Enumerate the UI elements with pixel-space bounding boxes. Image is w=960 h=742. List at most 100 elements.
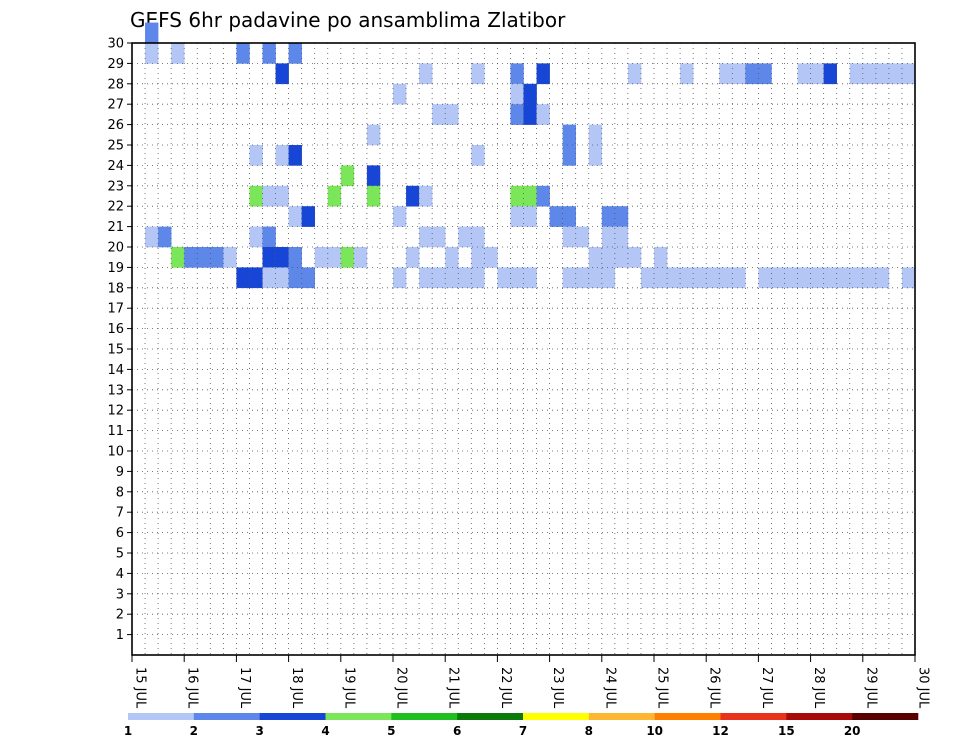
heatmap-cell — [275, 63, 289, 85]
heatmap-cell — [758, 267, 772, 289]
heatmap-cell — [249, 145, 263, 166]
heatmap-cell — [901, 63, 916, 85]
heatmap-cell — [249, 185, 263, 207]
colorbar-label: 6 — [453, 724, 461, 738]
x-tick-label: 15 JUL — [133, 667, 148, 709]
heatmap-cell — [458, 226, 472, 248]
heatmap-cell — [601, 226, 616, 248]
colorbar-label: 12 — [712, 724, 729, 738]
heatmap-cell — [484, 247, 498, 268]
colorbar-swatch — [523, 713, 590, 720]
heatmap-cell — [419, 185, 433, 207]
heatmap-cell — [145, 43, 159, 64]
heatmap-cell — [327, 247, 342, 268]
heatmap-cell — [654, 267, 668, 289]
colorbar-label: 20 — [844, 724, 861, 738]
heatmap-cell — [393, 206, 407, 227]
heatmap-cell — [849, 63, 864, 85]
heatmap-cell — [758, 63, 772, 85]
heatmap-cell — [366, 124, 381, 146]
y-tick-label: 11 — [107, 424, 124, 439]
heatmap-cell — [575, 267, 590, 289]
heatmap-cell — [432, 267, 446, 289]
heatmap-cell — [419, 267, 433, 289]
heatmap-cell — [562, 226, 576, 248]
heatmap-cell — [249, 226, 263, 248]
grid — [132, 43, 915, 655]
heatmap-cell — [667, 267, 681, 289]
heatmap-cell — [614, 247, 629, 268]
heatmap-cell — [810, 63, 824, 85]
heatmap-cell — [745, 63, 759, 85]
colorbar-swatch — [193, 713, 260, 720]
colorbar-label: 7 — [519, 724, 527, 738]
colorbar-swatch — [457, 713, 524, 720]
heatmap-cell — [497, 267, 511, 289]
heatmap-cell — [288, 267, 302, 289]
colorbar-swatch — [720, 713, 787, 720]
colorbar-swatch — [259, 713, 326, 720]
heatmap-cell — [836, 267, 851, 289]
heatmap-cell — [406, 247, 420, 268]
heatmap-cell — [823, 267, 837, 289]
heatmap-cell — [680, 63, 694, 85]
heatmap-cell — [706, 267, 720, 289]
heatmap-cell — [614, 206, 629, 227]
colorbar-swatch — [391, 713, 458, 720]
heatmap-cell — [523, 267, 537, 289]
y-tick-label: 12 — [107, 404, 124, 419]
y-tick-label: 1 — [116, 628, 124, 643]
heatmap-cell — [445, 247, 459, 268]
heatmap-cell — [432, 226, 446, 248]
y-tick-label: 20 — [107, 241, 124, 256]
heatmap-cell — [236, 267, 250, 289]
y-tick-label: 29 — [107, 57, 124, 72]
heatmap-cell — [158, 226, 172, 248]
heatmap-cell — [510, 267, 524, 289]
heatmap-cell — [275, 247, 289, 268]
heatmap-cell — [210, 247, 224, 268]
colorbar-label: 1 — [124, 724, 132, 738]
heatmap-cell — [510, 83, 524, 105]
heatmap-cell — [471, 267, 485, 289]
heatmap-cell — [419, 226, 433, 248]
heatmap-cell — [445, 104, 459, 125]
y-tick-label: 24 — [107, 159, 124, 174]
y-tick-label: 21 — [107, 220, 124, 235]
heatmap-cell — [262, 267, 276, 289]
y-tick-label: 25 — [107, 139, 124, 154]
x-tick-label: 17 JUL — [237, 667, 252, 709]
heatmap-cell — [562, 267, 576, 289]
x-tick-label: 16 JUL — [185, 667, 200, 709]
y-tick-label: 28 — [107, 77, 124, 92]
colorbar-swatch — [786, 713, 853, 720]
heatmap-cell — [601, 247, 616, 268]
heatmap-cell — [262, 43, 276, 64]
heatmap-cell — [510, 206, 524, 227]
heatmap-cell — [510, 63, 524, 85]
y-tick-label: 3 — [116, 587, 124, 602]
heatmap-cell — [223, 247, 237, 268]
heatmap-cell — [693, 267, 707, 289]
heatmap-cell — [301, 267, 315, 289]
heatmap-cell — [197, 247, 211, 268]
colorbar-swatch — [654, 713, 721, 720]
heatmap-cell — [471, 145, 485, 166]
heatmap-cell — [862, 267, 877, 289]
y-tick-label: 5 — [116, 547, 124, 562]
heatmap-cell — [145, 22, 159, 44]
colorbar-label: 5 — [387, 724, 395, 738]
heatmap-cell — [366, 185, 381, 207]
heatmap-cell — [288, 43, 302, 64]
colorbar: 1 2 3 4 5 6 7 8 10 12 15 20 — [124, 713, 919, 738]
heatmap-cell — [719, 267, 733, 289]
heatmap-cell — [510, 185, 524, 207]
heatmap-cell — [523, 83, 537, 105]
heatmap-cell — [536, 185, 550, 207]
x-tick-label: 20 JUL — [394, 667, 409, 709]
cells — [145, 22, 916, 289]
heatmap-cell — [562, 206, 576, 227]
colorbar-swatch — [588, 713, 655, 720]
heatmap-cell — [340, 247, 355, 268]
